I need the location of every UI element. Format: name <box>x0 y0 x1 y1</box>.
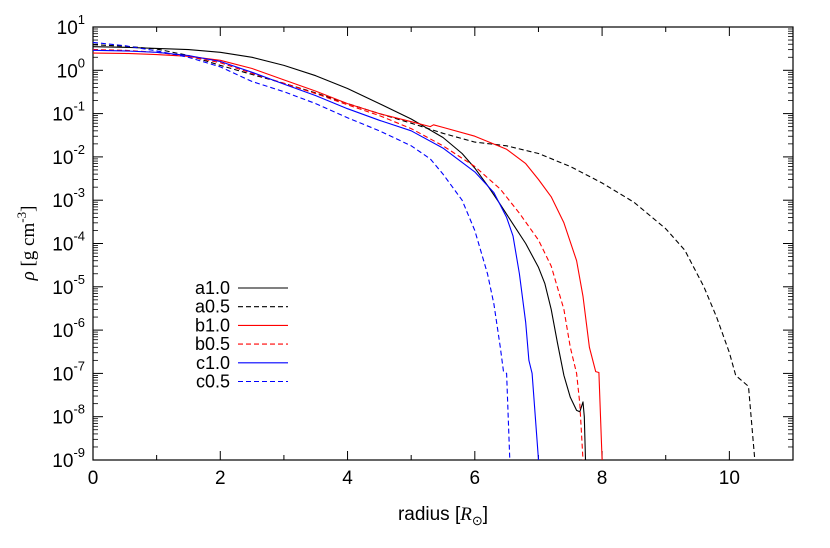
y-tick-label: 10-8 <box>52 402 85 429</box>
x-tick-label: 10 <box>719 468 740 489</box>
legend: a1.0a0.5b1.0b0.5c1.0c0.5 <box>195 278 288 392</box>
x-axis-label: radius [R⊙] <box>398 504 488 528</box>
series-line-c0-5 <box>92 41 511 461</box>
series-lines <box>92 41 756 461</box>
y-tick-label: 10-1 <box>52 99 85 126</box>
y-tick-label: 10-5 <box>52 272 85 299</box>
legend-label: a0.5 <box>195 297 230 317</box>
y-tick-label: 10-3 <box>52 185 85 212</box>
series-line-c1-0 <box>92 49 540 461</box>
legend-label: b0.5 <box>195 334 230 354</box>
x-tick-label: 0 <box>88 468 99 489</box>
x-tick-label: 8 <box>597 468 608 489</box>
series-line-a1-0 <box>92 46 587 461</box>
legend-label: c0.5 <box>196 372 230 392</box>
y-tick-label: 101 <box>57 12 85 39</box>
y-tick-label: 100 <box>57 55 85 82</box>
x-tick-label: 2 <box>215 468 226 489</box>
y-axis-label: ρ [g cm-3] <box>14 206 39 282</box>
y-tick-label: 10-7 <box>52 358 85 385</box>
y-tick-label: 10-9 <box>52 445 85 472</box>
legend-label: c1.0 <box>196 353 230 373</box>
legend-label: b1.0 <box>195 315 230 335</box>
y-tick-label: 10-6 <box>52 315 85 342</box>
x-tick-label: 4 <box>342 468 353 489</box>
y-tick-label: 10-4 <box>52 229 85 256</box>
x-tick-label: 6 <box>470 468 481 489</box>
series-line-b1-0 <box>92 52 603 461</box>
series-line-a0-5 <box>92 44 756 461</box>
plot-frame <box>92 26 794 461</box>
series-line-b0-5 <box>92 49 584 461</box>
y-tick-label: 10-2 <box>52 142 85 169</box>
legend-label: a1.0 <box>195 278 230 298</box>
axis-ticks: 0 2 4 6 8 10 101 100 10-1 10-2 10-3 10-4 10-5 10-6 10-… <box>52 12 793 489</box>
